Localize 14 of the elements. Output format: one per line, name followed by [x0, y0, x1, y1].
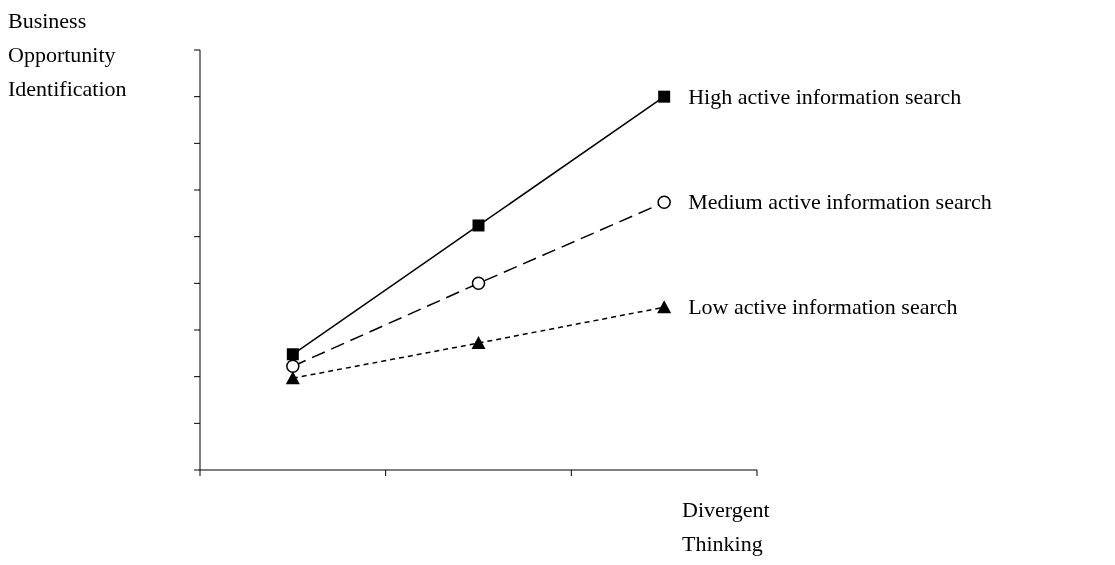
y-axis-title: Business Opportunity Identification — [8, 7, 128, 103]
point — [286, 359, 300, 373]
point — [472, 219, 485, 232]
point — [471, 276, 486, 291]
point — [658, 90, 671, 103]
point — [471, 336, 486, 350]
point — [657, 195, 671, 210]
series-label: Medium active information search — [688, 189, 992, 215]
point — [286, 348, 299, 361]
series-label: Low active information search — [688, 294, 958, 320]
x-axis-title: Divergent Thinking — [682, 496, 771, 558]
point — [285, 371, 300, 385]
point — [657, 300, 672, 314]
series-label: High active information search — [688, 83, 962, 109]
